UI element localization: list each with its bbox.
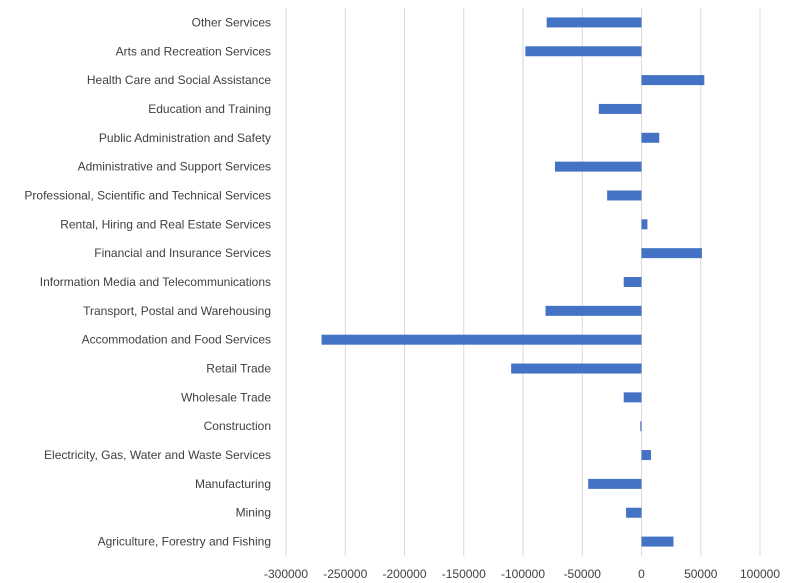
category-label: Retail Trade xyxy=(206,362,271,376)
category-labels: Other Services Arts and Recreation Servic… xyxy=(24,15,271,548)
category-label: Professional, Scientific and Technical S… xyxy=(24,188,271,202)
category-label: Information Media and Telecommunications xyxy=(40,275,271,289)
bar xyxy=(598,103,642,114)
bar xyxy=(623,277,642,287)
bar xyxy=(641,248,702,259)
category-label: Arts and Recreation Services xyxy=(116,44,271,58)
x-tick-label: 100000 xyxy=(740,567,780,581)
bar xyxy=(545,305,642,316)
category-label: Public Administration and Safety xyxy=(99,131,271,145)
x-tick-label: -300000 xyxy=(264,567,308,581)
category-label: Construction xyxy=(204,419,271,433)
category-label: Other Services xyxy=(192,15,271,29)
category-label: Accommodation and Food Services xyxy=(82,333,271,347)
bar xyxy=(607,190,642,201)
x-tick-label: -150000 xyxy=(442,567,486,581)
bar xyxy=(546,17,642,28)
x-tick-label: -100000 xyxy=(501,567,545,581)
bar xyxy=(511,363,642,374)
bar xyxy=(641,132,660,143)
category-label: Electricity, Gas, Water and Waste Servic… xyxy=(44,448,271,462)
category-label: Administrative and Support Services xyxy=(78,160,271,174)
bar xyxy=(626,507,642,518)
category-label: Agriculture, Forestry and Fishing xyxy=(98,535,271,549)
gridlines xyxy=(285,8,761,556)
bar xyxy=(525,46,642,57)
x-tick-label: -50000 xyxy=(564,567,602,581)
bar xyxy=(588,478,642,489)
bars xyxy=(321,17,705,547)
bar xyxy=(641,75,705,86)
category-label: Manufacturing xyxy=(195,477,271,491)
category-label: Health Care and Social Assistance xyxy=(87,73,271,87)
x-tick-label: 0 xyxy=(638,567,645,581)
bar xyxy=(640,421,642,432)
bar xyxy=(641,536,674,547)
category-label: Financial and Insurance Services xyxy=(94,246,271,260)
category-label: Rental, Hiring and Real Estate Services xyxy=(60,217,271,231)
x-tick-label: 50000 xyxy=(684,567,718,581)
x-tick-label: -250000 xyxy=(323,567,367,581)
category-label: Education and Training xyxy=(148,102,271,116)
category-label: Mining xyxy=(236,506,271,520)
bar xyxy=(641,219,648,230)
bar xyxy=(554,161,642,172)
x-axis-tick-labels: -300000 -250000 -200000 -150000 -100000 -5000… xyxy=(264,567,780,581)
bar xyxy=(641,450,651,461)
x-tick-label: -200000 xyxy=(382,567,426,581)
category-label: Transport, Postal and Warehousing xyxy=(83,304,271,318)
category-label: Wholesale Trade xyxy=(181,390,271,404)
bar xyxy=(321,334,642,345)
bar xyxy=(623,392,642,403)
